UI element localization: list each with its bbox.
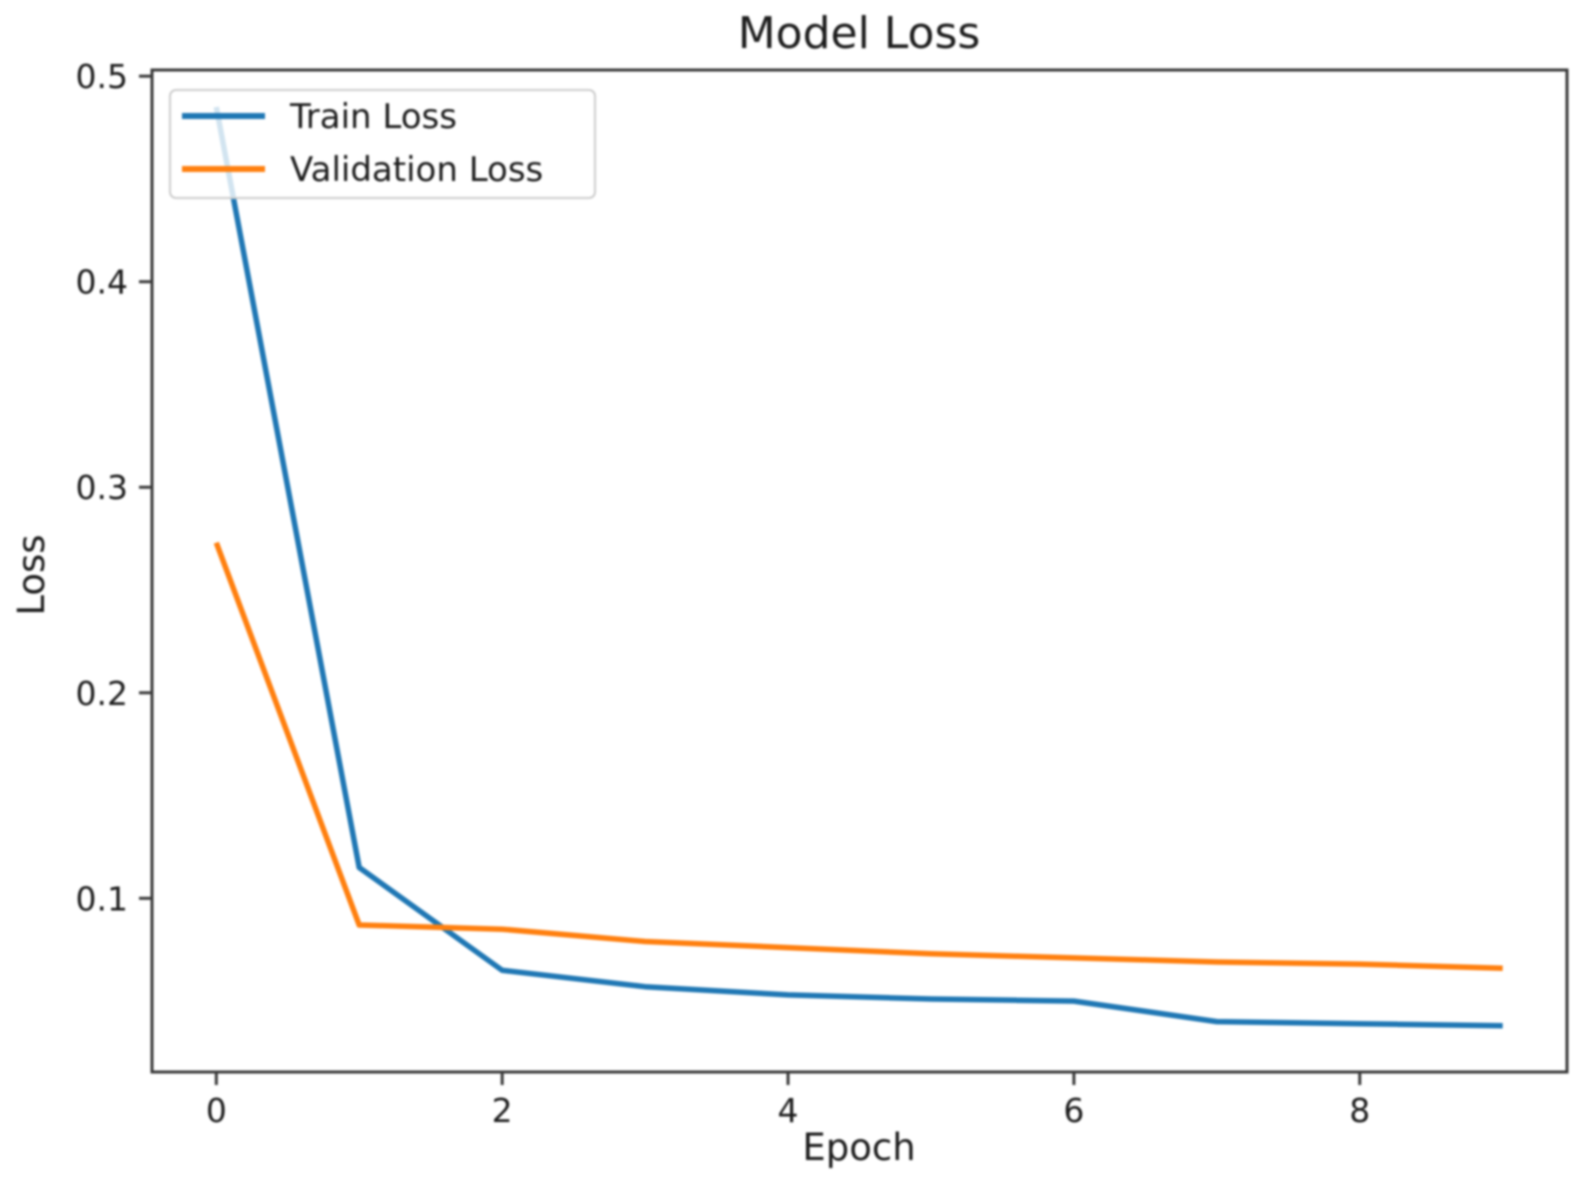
x-tick-label: 8 xyxy=(1349,1091,1370,1130)
y-axis-label: Loss xyxy=(10,534,53,615)
legend-label: Validation Loss xyxy=(290,150,543,190)
y-tick-label: 0.3 xyxy=(76,468,128,507)
y-tick-label: 0.1 xyxy=(76,879,128,918)
x-tick-label: 0 xyxy=(206,1091,227,1130)
validation-loss-line xyxy=(213,541,1503,971)
legend-frame xyxy=(169,89,596,199)
legend-label: Train Loss xyxy=(289,97,457,137)
plot-border xyxy=(150,68,1569,1074)
y-tick-label: 0.4 xyxy=(76,263,128,302)
x-axis: 0 2 4 6 8 xyxy=(206,1072,1370,1130)
x-tick-label: 2 xyxy=(492,1091,513,1130)
train-loss-line xyxy=(213,106,1503,1029)
y-axis: 0.1 0.2 0.3 0.4 0.5 xyxy=(76,57,152,918)
x-axis-label: Epoch xyxy=(802,1126,915,1169)
chart-title: Model Loss xyxy=(738,8,981,59)
x-tick-label: 6 xyxy=(1063,1091,1084,1130)
legend: Train Loss Validation Loss xyxy=(169,89,596,199)
y-tick-label: 0.2 xyxy=(76,674,128,713)
series-lines xyxy=(213,106,1503,1029)
x-tick-label: 4 xyxy=(778,1091,799,1130)
y-tick-label: 0.5 xyxy=(76,57,128,96)
